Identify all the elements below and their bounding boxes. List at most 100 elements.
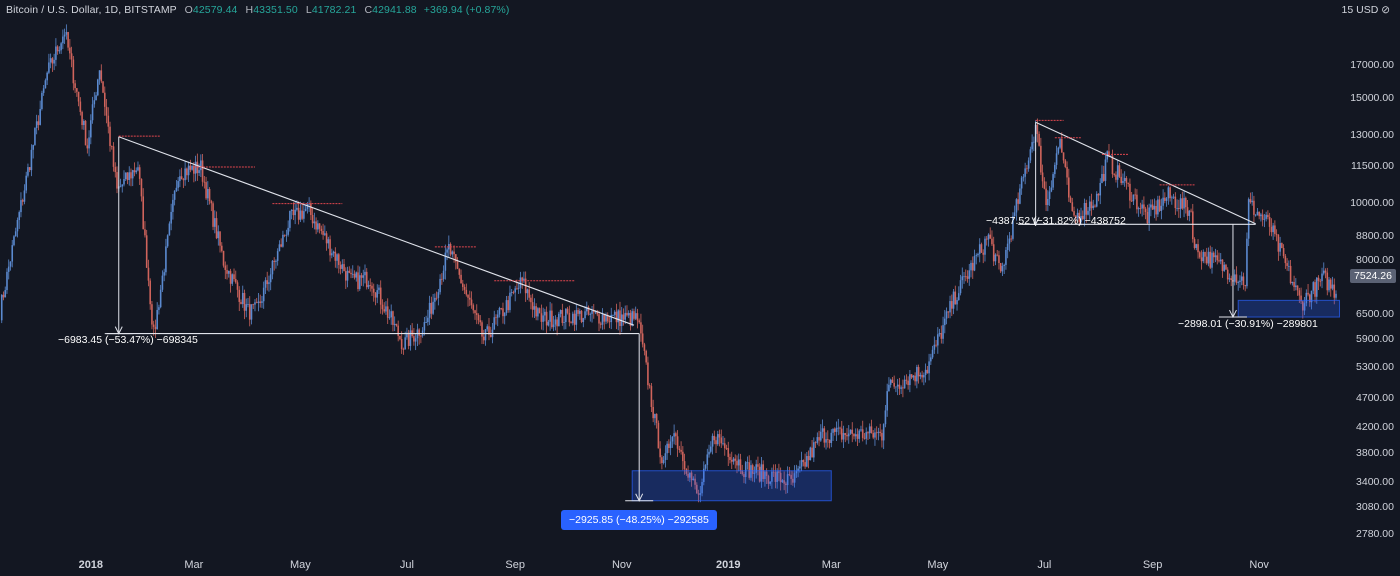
candle (79, 97, 82, 116)
candle (112, 142, 115, 172)
candle (579, 308, 581, 320)
candle (737, 453, 740, 472)
candle (580, 310, 583, 324)
candle (427, 309, 429, 326)
target-box[interactable] (631, 470, 832, 502)
target-box[interactable] (1237, 299, 1340, 318)
candle (912, 375, 915, 381)
candle (816, 432, 819, 445)
candle (72, 55, 75, 91)
candle (182, 177, 185, 189)
candle (802, 459, 805, 467)
candle (999, 262, 1002, 274)
change-value: +369.94 (+0.87%) (423, 4, 510, 16)
candle (165, 238, 167, 276)
candle (105, 98, 108, 124)
measure-arrow[interactable] (1218, 224, 1247, 319)
candle (945, 307, 948, 325)
candle (751, 463, 754, 482)
candle (254, 299, 256, 312)
candle (1059, 137, 1061, 150)
y-tick-label: 2780.00 (1356, 527, 1394, 540)
trendline[interactable] (1035, 121, 1256, 225)
candle (90, 114, 92, 145)
candle (200, 154, 202, 178)
high-value: 43351.50 (253, 4, 298, 16)
candle (81, 110, 83, 130)
candle (998, 250, 1000, 270)
candle (83, 119, 85, 130)
candle (533, 298, 536, 318)
candle (584, 305, 586, 320)
candle (1176, 199, 1178, 212)
legend-header: Bitcoin / U.S. Dollar, 1D, BITSTAMP O425… (6, 4, 509, 16)
candle (1244, 284, 1246, 292)
candle (902, 379, 904, 398)
candle (332, 250, 335, 257)
candle (222, 250, 225, 268)
y-tick-label: 5300.00 (1356, 360, 1394, 373)
candle (421, 327, 424, 338)
candle (355, 271, 358, 282)
candle (647, 356, 649, 390)
measure-arrow[interactable] (1021, 122, 1050, 226)
candle (102, 81, 104, 94)
candle (1136, 189, 1138, 214)
candle (358, 266, 361, 291)
currency-label[interactable]: 15 USD ⊘ (1341, 4, 1390, 16)
candle (620, 306, 623, 333)
candle (1319, 278, 1322, 287)
trendline[interactable] (118, 136, 635, 326)
candle (170, 203, 172, 231)
candle (638, 318, 640, 324)
candle (268, 275, 270, 292)
candle (582, 317, 585, 328)
candle (275, 259, 277, 269)
candle (11, 240, 14, 268)
candle (1143, 196, 1145, 216)
candle (795, 464, 798, 478)
candle (1239, 275, 1241, 288)
candle (1050, 180, 1053, 193)
candle (888, 377, 890, 392)
candle (381, 299, 384, 315)
candle (1209, 245, 1212, 270)
candle (1335, 290, 1337, 300)
candle (1006, 235, 1009, 259)
candle (758, 463, 761, 483)
candle (1148, 203, 1150, 231)
candle (1251, 192, 1253, 206)
candle (137, 161, 139, 172)
candle (977, 252, 979, 258)
candle (338, 252, 340, 274)
y-tick-label: 3800.00 (1356, 446, 1394, 459)
candle (778, 463, 780, 482)
measure-arrow[interactable] (104, 136, 133, 335)
candle (1249, 192, 1252, 204)
x-tick-label: Nov (611, 559, 632, 571)
candle (14, 227, 17, 237)
candle (668, 439, 670, 453)
candle (867, 431, 869, 440)
candle (91, 96, 94, 124)
candle (262, 281, 265, 309)
candle (261, 295, 263, 308)
candle (397, 320, 399, 342)
candle (914, 372, 916, 386)
measure-arrow[interactable] (625, 333, 654, 502)
candle (634, 306, 637, 321)
candle (285, 229, 288, 242)
candle (521, 276, 523, 289)
candle (463, 284, 466, 294)
candle (456, 257, 459, 270)
candle (49, 53, 52, 69)
candle (694, 474, 696, 490)
candle (916, 364, 918, 389)
candle (205, 176, 207, 200)
x-tick-label: Nov (1249, 559, 1269, 571)
candle (472, 303, 475, 314)
y-tick-label: 17000.00 (1350, 59, 1394, 72)
candle (133, 162, 136, 177)
